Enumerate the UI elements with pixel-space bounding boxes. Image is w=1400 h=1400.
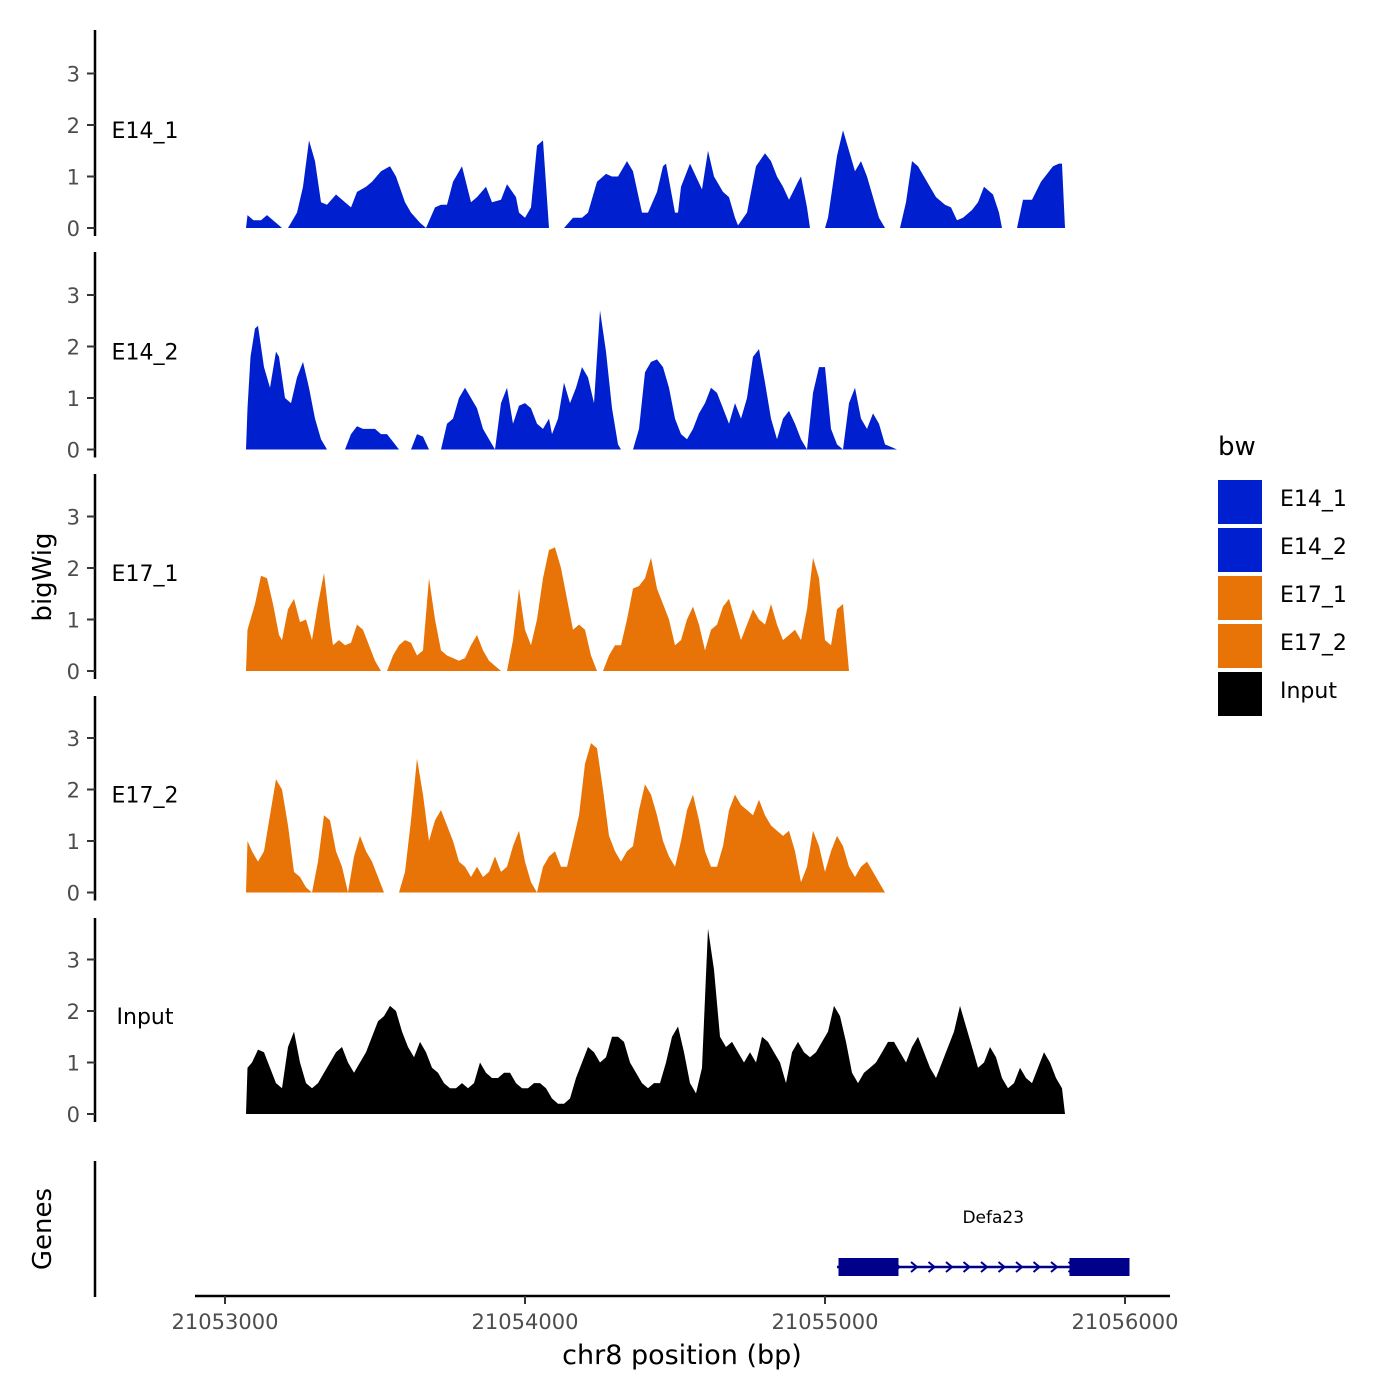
genes-track-label: Genes — [28, 1188, 58, 1270]
track-label: Input — [117, 1005, 174, 1030]
y-tick-label: 2 — [67, 557, 80, 581]
y-tick-label: 1 — [67, 830, 80, 854]
gene-exon — [838, 1258, 899, 1276]
y-tick-label: 0 — [67, 1103, 80, 1127]
y-tick-label: 1 — [67, 387, 80, 411]
y-tick-label: 3 — [67, 63, 80, 87]
legend-label: E14_2 — [1280, 535, 1347, 560]
legend-title: bw — [1218, 432, 1256, 462]
track-e14-2: 0 1 2 3 E14_2 — [67, 252, 897, 463]
x-tick-label: 21053000 — [172, 1310, 279, 1334]
y-tick-label: 1 — [67, 1052, 80, 1076]
legend-label: E17_2 — [1280, 631, 1347, 656]
coverage-area — [825, 130, 885, 228]
legend-label: E14_1 — [1280, 487, 1347, 512]
strand-chevron — [1032, 1261, 1042, 1273]
coverage-area — [1017, 163, 1065, 228]
legend-item-e17-1: E17_1 — [1218, 576, 1388, 620]
legend-swatch — [1218, 528, 1262, 572]
y-tick-label: 3 — [67, 727, 80, 751]
strand-chevron — [927, 1261, 937, 1273]
legend-swatch — [1218, 480, 1262, 524]
legend-item-input: Input — [1218, 672, 1388, 716]
y-tick-label: 0 — [67, 439, 80, 463]
y-tick-label: 0 — [67, 217, 80, 241]
coverage-area — [288, 140, 549, 228]
x-tick-label: 21054000 — [472, 1310, 579, 1334]
y-tick-label: 3 — [67, 506, 80, 530]
coverage-area — [399, 743, 885, 893]
gene-model: Defa23 — [837, 1208, 1130, 1276]
coverage-area — [633, 349, 897, 450]
track-input: 0 1 2 3 Input — [67, 918, 1065, 1127]
legend-item-e17-2: E17_2 — [1218, 624, 1388, 668]
coverage-area — [411, 434, 429, 450]
x-axis: 21053000 21054000 21055000 21056000 chr8 po… — [172, 1294, 1179, 1371]
strand-chevron — [910, 1261, 919, 1273]
legend-item-e14-2: E14_2 — [1218, 528, 1388, 572]
strand-chevron — [1015, 1261, 1024, 1273]
genes-track: Genes Defa23 — [28, 1161, 1130, 1297]
track-e14-1: 0 1 2 3 E14_1 — [67, 30, 1065, 241]
y-tick-label: 1 — [67, 166, 80, 190]
strand-chevron — [962, 1261, 972, 1273]
coverage-area — [246, 215, 282, 228]
track-label: E14_2 — [112, 341, 179, 366]
x-axis-title: chr8 position (bp) — [562, 1340, 802, 1371]
x-ticks: 21053000 21054000 21055000 21056000 — [172, 1296, 1179, 1334]
coverage-area — [564, 150, 810, 228]
track-label: E17_1 — [112, 562, 179, 587]
gene-exon — [1069, 1258, 1130, 1276]
x-tick-label: 21055000 — [772, 1310, 879, 1334]
coverage-area — [900, 161, 1002, 228]
gene-name-label: Defa23 — [962, 1208, 1024, 1228]
coverage-area — [387, 578, 501, 671]
y-axis-title: bigWig — [28, 532, 58, 621]
legend-swatch — [1218, 576, 1262, 620]
y-tick-label: 2 — [67, 1000, 80, 1024]
track-label: E17_2 — [112, 784, 179, 809]
legend-swatch — [1218, 624, 1262, 668]
coverage-area — [246, 779, 384, 893]
coverage-area — [507, 547, 597, 671]
coverage-area — [441, 310, 621, 450]
y-tick-label: 3 — [67, 949, 80, 973]
y-tick-label: 2 — [67, 114, 80, 138]
coverage-area — [246, 573, 381, 671]
legend-swatch — [1218, 672, 1262, 716]
strand-chevron — [997, 1261, 1007, 1273]
strand-chevron — [945, 1261, 954, 1273]
y-tick-label: 0 — [67, 882, 80, 906]
y-tick-label: 0 — [67, 660, 80, 684]
legend-item-e14-1: E14_1 — [1218, 480, 1388, 524]
strand-chevron — [980, 1261, 989, 1273]
coverage-area — [345, 426, 399, 450]
coverage-area — [246, 325, 327, 450]
coverage-area — [603, 557, 849, 671]
x-tick-label: 21056000 — [1072, 1310, 1179, 1334]
tracks-group: 0 1 2 3 E14_1 0 1 2 3 E14_2 0 1 2 3 E17_1 0 1 2 3 E17_2 0 1 2 3… — [67, 30, 1065, 1127]
y-tick-label: 3 — [67, 284, 80, 308]
y-tick-label: 2 — [67, 779, 80, 803]
legend-label: Input — [1280, 679, 1337, 704]
track-label: E14_1 — [112, 119, 179, 144]
legend-label: E17_1 — [1280, 583, 1347, 608]
coverage-area — [246, 928, 1065, 1114]
strand-chevron — [1050, 1261, 1059, 1273]
track-e17-2: 0 1 2 3 E17_2 — [67, 696, 885, 906]
y-tick-label: 2 — [67, 336, 80, 360]
track-e17-1: 0 1 2 3 E17_1 — [67, 474, 849, 684]
y-tick-label: 1 — [67, 609, 80, 633]
